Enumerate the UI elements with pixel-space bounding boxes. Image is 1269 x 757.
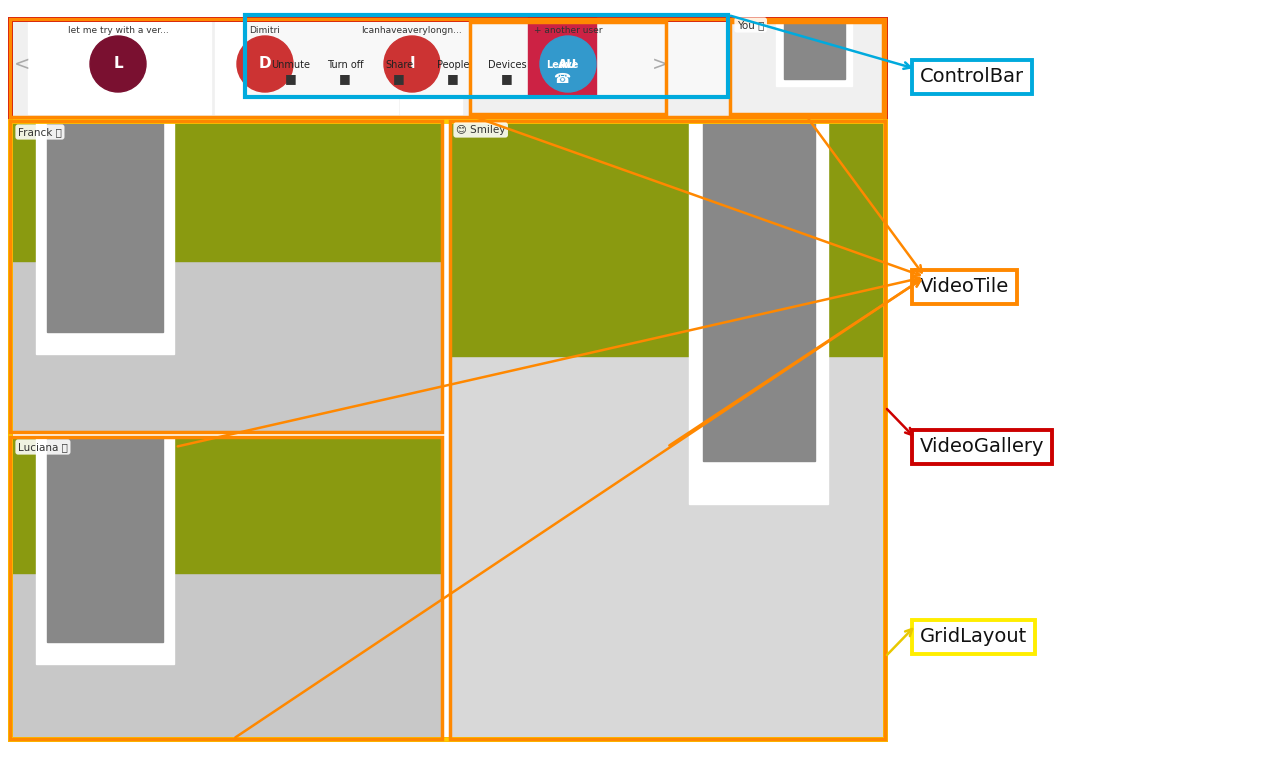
Bar xyxy=(47,437,164,643)
Text: Devices: Devices xyxy=(487,60,527,70)
Bar xyxy=(10,19,884,117)
Text: People: People xyxy=(437,60,470,70)
Bar xyxy=(470,22,666,114)
Bar xyxy=(775,22,853,86)
Text: ■: ■ xyxy=(339,73,350,86)
Bar xyxy=(10,437,442,739)
Bar xyxy=(730,22,883,57)
Text: ■: ■ xyxy=(393,73,405,86)
Bar xyxy=(245,15,728,97)
Circle shape xyxy=(237,36,293,92)
Text: >: > xyxy=(652,55,669,73)
Text: ■: ■ xyxy=(501,73,513,86)
Bar xyxy=(10,573,442,739)
Bar xyxy=(528,17,596,95)
Bar xyxy=(689,121,829,504)
Bar xyxy=(28,22,211,114)
Bar xyxy=(10,437,442,573)
Circle shape xyxy=(90,36,146,92)
Bar xyxy=(783,22,845,79)
Text: Share: Share xyxy=(385,60,414,70)
Text: Luciana 🔇: Luciana 🔇 xyxy=(18,442,67,452)
Bar xyxy=(10,121,884,739)
Bar xyxy=(245,15,728,97)
Text: Unmute: Unmute xyxy=(272,60,311,70)
Text: VideoGallery: VideoGallery xyxy=(920,438,1044,456)
Text: GridLayout: GridLayout xyxy=(920,628,1027,646)
Text: Franck 🔇: Franck 🔇 xyxy=(18,127,62,137)
Text: ■: ■ xyxy=(286,73,297,86)
Bar xyxy=(214,22,398,114)
Text: Icanhaveaverylongn...: Icanhaveaverylongn... xyxy=(362,26,462,35)
Circle shape xyxy=(541,36,596,92)
Text: Leave: Leave xyxy=(546,60,579,70)
Bar xyxy=(730,57,883,114)
Text: L: L xyxy=(113,57,123,71)
Text: + another user: + another user xyxy=(534,26,603,35)
Text: ■: ■ xyxy=(447,73,459,86)
Bar xyxy=(36,437,174,663)
Bar xyxy=(450,121,884,356)
Bar xyxy=(10,261,442,432)
Text: Turn off: Turn off xyxy=(326,60,363,70)
Bar xyxy=(10,19,884,117)
Text: D: D xyxy=(259,57,272,71)
Text: ControlBar: ControlBar xyxy=(920,67,1024,86)
Bar xyxy=(10,121,442,432)
Circle shape xyxy=(385,36,440,92)
Bar xyxy=(47,121,164,332)
Bar xyxy=(730,22,883,114)
Text: AU: AU xyxy=(558,58,577,70)
Bar xyxy=(10,19,884,739)
Text: ☎: ☎ xyxy=(553,72,571,86)
Bar xyxy=(36,121,174,354)
Text: I: I xyxy=(409,57,415,71)
Text: let me try with a ver...: let me try with a ver... xyxy=(67,26,169,35)
Text: <: < xyxy=(14,55,30,73)
Text: 😊 Smiley: 😊 Smiley xyxy=(456,125,505,135)
Text: You 🔇: You 🔇 xyxy=(737,20,764,30)
Bar xyxy=(450,356,884,739)
Bar xyxy=(703,121,815,461)
Bar xyxy=(10,121,442,261)
Bar xyxy=(450,121,884,739)
Text: VideoTile: VideoTile xyxy=(920,278,1009,297)
Text: Dimitri: Dimitri xyxy=(250,26,280,35)
Bar xyxy=(400,22,462,114)
